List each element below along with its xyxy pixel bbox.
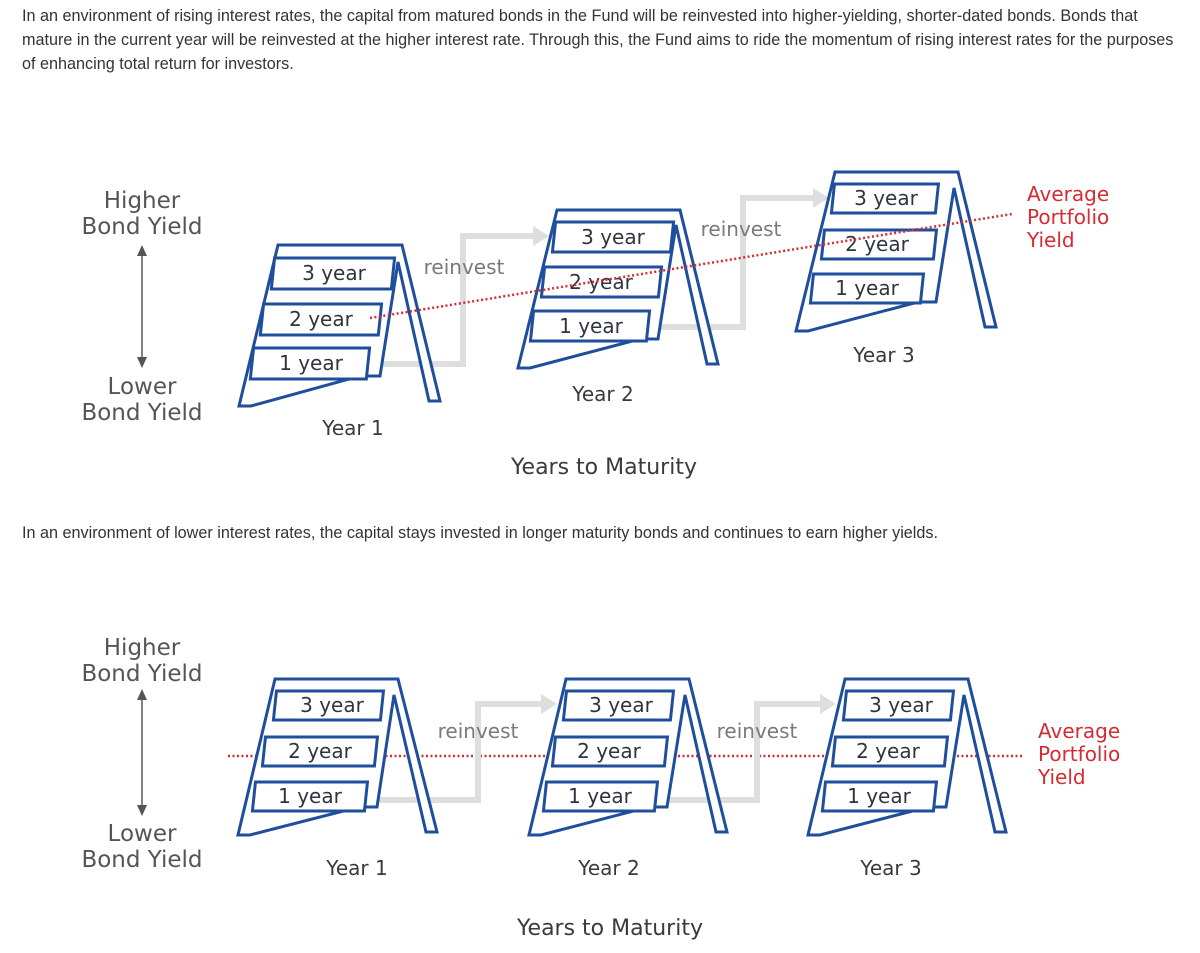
average-yield-label-line2: Portfolio xyxy=(1038,742,1120,766)
ladder-3-tier-3-year: 3 year xyxy=(869,693,933,717)
average-yield-label-line2: Portfolio xyxy=(1027,205,1109,229)
ladder-3-tier-2-year: 2 year xyxy=(856,739,920,763)
ladder-2-tier-3-year: 3 year xyxy=(589,693,653,717)
ladder-1-tier-3-year: 3 year xyxy=(302,261,366,285)
reinvest-arrow-1 xyxy=(368,226,549,367)
ladder-1-tier-1-year: 1 year xyxy=(278,784,342,808)
axis-lower-bond-yield-label: Bond Yield xyxy=(81,847,202,873)
reinvest-arrow-2 xyxy=(650,694,836,803)
ladder-year-1 xyxy=(236,677,439,837)
ladder-year-2 xyxy=(516,208,720,370)
ladder-2-tier-1-year: 1 year xyxy=(559,314,623,338)
reinvest-label-2: reinvest xyxy=(717,719,798,743)
lower-rates-ladder-diagram: Higher Bond Yield Lower Bond Yield reinv… xyxy=(81,635,1120,941)
x-axis-label: Years to Maturity xyxy=(510,455,697,480)
axis-lower-label: Lower xyxy=(108,374,177,400)
ladder-1-year-label: Year 1 xyxy=(321,416,383,440)
ladder-1-tier-1-year: 1 year xyxy=(279,351,343,375)
lower-rates-paragraph: In an environment of lower interest rate… xyxy=(22,524,939,542)
axis-lower-label: Lower xyxy=(108,821,177,847)
ladder-year-1 xyxy=(237,243,442,408)
ladder-2-tier-3-year: 3 year xyxy=(581,225,645,249)
ladder-3-year-label: Year 3 xyxy=(852,343,914,367)
ladder-3-tier-1-year: 1 year xyxy=(847,784,911,808)
ladder-3-tier-3-year: 3 year xyxy=(854,186,918,210)
axis-higher-label: Higher xyxy=(104,635,181,661)
ladder-1-year-label: Year 1 xyxy=(325,856,387,880)
ladder-1-tier-3-year: 3 year xyxy=(300,693,364,717)
axis-higher-bond-yield-label: Bond Yield xyxy=(81,214,202,240)
ladder-1-tier-2-year: 2 year xyxy=(289,307,353,331)
ladder-year-3 xyxy=(794,170,998,333)
yield-axis-arrow xyxy=(137,689,147,816)
reinvest-arrow-2 xyxy=(646,188,829,330)
ladder-2-tier-2-year: 2 year xyxy=(569,270,633,294)
average-yield-label-line1: Average xyxy=(1027,182,1109,206)
intro-rising-rates-paragraph: In an environment of rising interest rat… xyxy=(22,7,1174,73)
average-yield-label-line3: Yield xyxy=(1037,765,1086,789)
ladder-2-tier-1-year: 1 year xyxy=(568,784,632,808)
average-yield-label-line3: Yield xyxy=(1026,228,1075,252)
ladder-3-tier-1-year: 1 year xyxy=(835,276,899,300)
reinvest-label-1: reinvest xyxy=(438,719,519,743)
average-yield-label-line1: Average xyxy=(1038,719,1120,743)
x-axis-label: Years to Maturity xyxy=(516,916,703,941)
rising-rates-ladder-diagram: Higher Bond Yield Lower Bond Yield reinv… xyxy=(81,170,1109,480)
axis-lower-bond-yield-label: Bond Yield xyxy=(81,400,202,426)
ladder-year-2 xyxy=(527,677,729,837)
ladder-3-year-label: Year 3 xyxy=(859,856,921,880)
yield-axis-arrow xyxy=(137,245,147,368)
ladder-1-tier-2-year: 2 year xyxy=(288,739,352,763)
ladder-year-3 xyxy=(806,677,1008,837)
ladder-2-year-label: Year 2 xyxy=(577,856,639,880)
ladder-2-year-label: Year 2 xyxy=(571,382,633,406)
reinvest-label-1: reinvest xyxy=(424,255,505,279)
average-yield-line-rising xyxy=(369,212,1013,320)
axis-higher-label: Higher xyxy=(104,188,181,214)
reinvest-label-2: reinvest xyxy=(701,217,782,241)
axis-higher-bond-yield-label: Bond Yield xyxy=(81,661,202,687)
ladder-2-tier-2-year: 2 year xyxy=(577,739,641,763)
